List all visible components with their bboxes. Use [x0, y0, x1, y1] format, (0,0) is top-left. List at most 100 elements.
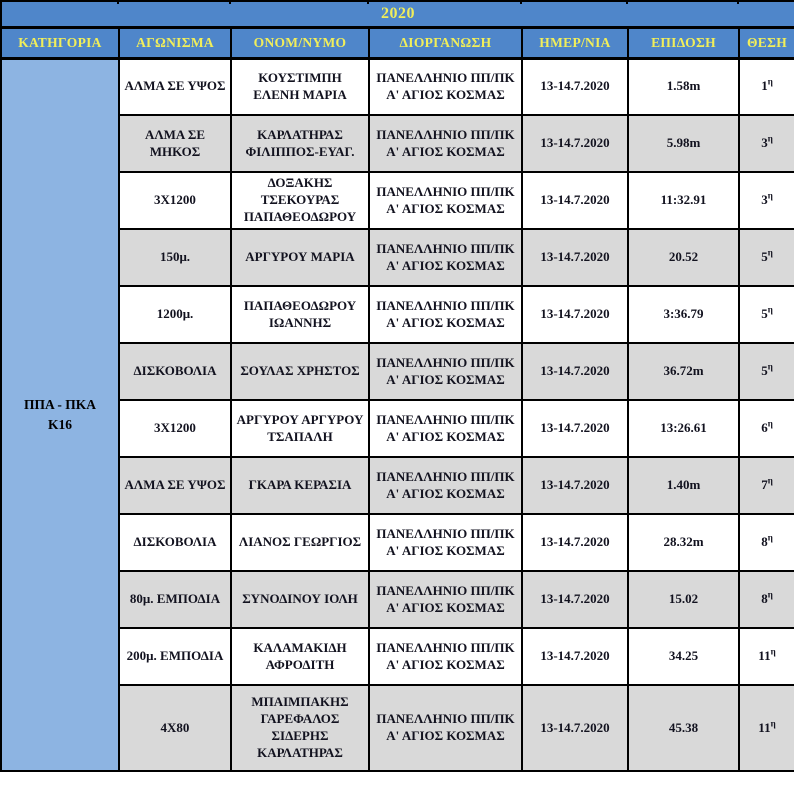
column-header-row: ΚΑΤΗΓΟΡΙΑ ΑΓΩΝΙΣΜΑ ΟΝΟΜ/ΝΥΜΟ ΔΙΟΡΓΑΝΩΣΗ …	[0, 26, 794, 60]
table-row: 3X1200 ΑΡΓΥΡΟΥ ΑΡΓΥΡΟΥ ΤΣΑΠΑΛΗ ΠΑΝΕΛΛΗΝΙ…	[1, 399, 794, 458]
performance-cell: 45.38	[627, 684, 740, 772]
name-cell: ΜΠΑΙΜΠΑΚΗΣ ΓΑΡΕΦΑΛΟΣ ΣΙΔΕΡΗΣ ΚΑΡΛΑΤΗΡΑΣ	[230, 684, 370, 772]
competition-cell: ΠΑΝΕΛΛΗΝΙΟ ΠΠ/ΠΚ Α' ΑΓΙΟΣ ΚΟΣΜΑΣ	[368, 228, 523, 287]
performance-cell: 1.58m	[627, 57, 740, 116]
border-tick	[367, 0, 369, 4]
event-cell: 1200μ.	[118, 285, 232, 344]
place-cell: 5η	[738, 342, 794, 401]
event-cell: ΔΙΣΚΟΒΟΛΙΑ	[118, 342, 232, 401]
performance-cell: 11:32.91	[627, 171, 740, 230]
performance-cell: 28.32m	[627, 513, 740, 572]
place-cell: 11η	[738, 627, 794, 686]
performance-cell: 1.40m	[627, 456, 740, 515]
table-row: ΑΛΜΑ ΣΕ ΜΗΚΟΣ ΚΑΡΛΑΤΗΡΑΣ ΦΙΛΙΠΠΟΣ-ΕΥΑΓ. …	[1, 114, 794, 173]
performance-cell: 20.52	[627, 228, 740, 287]
date-cell: 13-14.7.2020	[521, 114, 629, 173]
performance-cell: 5.98m	[627, 114, 740, 173]
name-cell: ΚΟΥΣΤΙΜΠΗ ΕΛΕΝΗ ΜΑΡΙΑ	[230, 57, 370, 116]
date-cell: 13-14.7.2020	[521, 513, 629, 572]
event-cell: 3X1200	[118, 399, 232, 458]
date-cell: 13-14.7.2020	[521, 456, 629, 515]
table-row: 150μ. ΑΡΓΥΡΟΥ ΜΑΡΙΑ ΠΑΝΕΛΛΗΝΙΟ ΠΠ/ΠΚ Α' …	[1, 228, 794, 287]
column-header-category: ΚΑΤΗΓΟΡΙΑ	[0, 26, 120, 60]
event-cell: ΑΛΜΑ ΣΕ ΜΗΚΟΣ	[118, 114, 232, 173]
place-cell: 5η	[738, 285, 794, 344]
competition-cell: ΠΑΝΕΛΛΗΝΙΟ ΠΠ/ΠΚ Α' ΑΓΙΟΣ ΚΟΣΜΑΣ	[368, 456, 523, 515]
border-tick	[117, 0, 119, 4]
place-cell: 8η	[738, 570, 794, 629]
date-cell: 13-14.7.2020	[521, 285, 629, 344]
year-title: 2020	[0, 0, 794, 29]
date-cell: 13-14.7.2020	[521, 570, 629, 629]
column-header-name: ΟΝΟΜ/ΝΥΜΟ	[230, 26, 370, 60]
competition-cell: ΠΑΝΕΛΛΗΝΙΟ ΠΠ/ΠΚ Α' ΑΓΙΟΣ ΚΟΣΜΑΣ	[368, 114, 523, 173]
competition-cell: ΠΑΝΕΛΛΗΝΙΟ ΠΠ/ΠΚ Α' ΑΓΙΟΣ ΚΟΣΜΑΣ	[368, 513, 523, 572]
competition-cell: ΠΑΝΕΛΛΗΝΙΟ ΠΠ/ΠΚ Α' ΑΓΙΟΣ ΚΟΣΜΑΣ	[368, 342, 523, 401]
name-cell: ΠΑΠΑΘΕΟΔΩΡΟΥ ΙΩΑΝΝΗΣ	[230, 285, 370, 344]
performance-cell: 15.02	[627, 570, 740, 629]
table-row: ΠΠΑ - ΠΚΑ Κ16 ΑΛΜΑ ΣΕ ΥΨΟΣ ΚΟΥΣΤΙΜΠΗ ΕΛΕ…	[0, 57, 794, 772]
name-cell: ΑΡΓΥΡΟΥ ΜΑΡΙΑ	[230, 228, 370, 287]
place-cell: 6η	[738, 399, 794, 458]
name-cell: ΚΑΛΑΜΑΚΙΔΗ ΑΦΡΟΔΙΤΗ	[230, 627, 370, 686]
place-cell: 11η	[738, 684, 794, 772]
competition-cell: ΠΑΝΕΛΛΗΝΙΟ ΠΠ/ΠΚ Α' ΑΓΙΟΣ ΚΟΣΜΑΣ	[368, 171, 523, 230]
name-cell: ΣΟΥΛΑΣ ΧΡΗΣΤΟΣ	[230, 342, 370, 401]
date-cell: 13-14.7.2020	[521, 627, 629, 686]
table-row: ΔΙΣΚΟΒΟΛΙΑ ΣΟΥΛΑΣ ΧΡΗΣΤΟΣ ΠΑΝΕΛΛΗΝΙΟ ΠΠ/…	[1, 342, 794, 401]
name-cell: ΛΙΑΝΟΣ ΓΕΩΡΓΙΟΣ	[230, 513, 370, 572]
table-row: 200μ. ΕΜΠΟΔΙΑ ΚΑΛΑΜΑΚΙΔΗ ΑΦΡΟΔΙΤΗ ΠΑΝΕΛΛ…	[1, 627, 794, 686]
date-cell: 13-14.7.2020	[521, 228, 629, 287]
name-cell: ΚΑΡΛΑΤΗΡΑΣ ΦΙΛΙΠΠΟΣ-ΕΥΑΓ.	[230, 114, 370, 173]
name-cell: ΑΡΓΥΡΟΥ ΑΡΓΥΡΟΥ ΤΣΑΠΑΛΗ	[230, 399, 370, 458]
event-cell: 150μ.	[118, 228, 232, 287]
competition-cell: ΠΑΝΕΛΛΗΝΙΟ ΠΠ/ΠΚ Α' ΑΓΙΟΣ ΚΟΣΜΑΣ	[368, 627, 523, 686]
border-tick	[737, 0, 739, 4]
column-header-competition: ΔΙΟΡΓΑΝΩΣΗ	[368, 26, 523, 60]
place-cell: 5η	[738, 228, 794, 287]
performance-cell: 3:36.79	[627, 285, 740, 344]
place-cell: 3η	[738, 114, 794, 173]
category-age-class: Κ16	[47, 416, 72, 432]
border-tick	[520, 0, 522, 4]
column-header-date: ΗΜΕΡ/ΝΙΑ	[521, 26, 629, 60]
name-cell: ΔΟΞΑΚΗΣ ΤΣΕΚΟΥΡΑΣ ΠΑΠΑΘΕΟΔΩΡΟΥ	[230, 171, 370, 230]
date-cell: 13-14.7.2020	[521, 57, 629, 116]
table-row: ΔΙΣΚΟΒΟΛΙΑ ΛΙΑΝΟΣ ΓΕΩΡΓΙΟΣ ΠΑΝΕΛΛΗΝΙΟ ΠΠ…	[1, 513, 794, 572]
performance-cell: 13:26.61	[627, 399, 740, 458]
table-row: 4X80 ΜΠΑΙΜΠΑΚΗΣ ΓΑΡΕΦΑΛΟΣ ΣΙΔΕΡΗΣ ΚΑΡΛΑΤ…	[1, 684, 794, 772]
table-row: 80μ. ΕΜΠΟΔΙΑ ΣΥΝΟΔΙΝΟΥ ΙΟΛΗ ΠΑΝΕΛΛΗΝΙΟ Π…	[1, 570, 794, 629]
competition-cell: ΠΑΝΕΛΛΗΝΙΟ ΠΠ/ΠΚ Α' ΑΓΙΟΣ ΚΟΣΜΑΣ	[368, 57, 523, 116]
column-header-event: ΑΓΩΝΙΣΜΑ	[118, 26, 232, 60]
table-row: 3X1200 ΔΟΞΑΚΗΣ ΤΣΕΚΟΥΡΑΣ ΠΑΠΑΘΕΟΔΩΡΟΥ ΠΑ…	[1, 171, 794, 230]
event-cell: 4X80	[118, 684, 232, 772]
place-cell: 7η	[738, 456, 794, 515]
date-cell: 13-14.7.2020	[521, 684, 629, 772]
place-cell: 3η	[738, 171, 794, 230]
competition-cell: ΠΑΝΕΛΛΗΝΙΟ ΠΠ/ΠΚ Α' ΑΓΙΟΣ ΚΟΣΜΑΣ	[368, 399, 523, 458]
border-tick	[229, 0, 231, 4]
date-cell: 13-14.7.2020	[521, 342, 629, 401]
border-tick	[626, 0, 628, 4]
competition-cell: ΠΑΝΕΛΛΗΝΙΟ ΠΠ/ΠΚ Α' ΑΓΙΟΣ ΚΟΣΜΑΣ	[368, 684, 523, 772]
year-header-row: 2020	[0, 0, 794, 29]
table-row: ΑΛΜΑ ΣΕ ΥΨΟΣ ΓΚΑΡΑ ΚΕΡΑΣΙΑ ΠΑΝΕΛΛΗΝΙΟ ΠΠ…	[1, 456, 794, 515]
column-header-place: ΘΕΣΗ	[738, 26, 794, 60]
date-cell: 13-14.7.2020	[521, 171, 629, 230]
place-cell: 8η	[738, 513, 794, 572]
category-group: ΠΠΑ - ΠΚΑ	[23, 397, 96, 413]
date-cell: 13-14.7.2020	[521, 399, 629, 458]
event-cell: 3X1200	[118, 171, 232, 230]
performance-cell: 36.72m	[627, 342, 740, 401]
competition-cell: ΠΑΝΕΛΛΗΝΙΟ ΠΠ/ΠΚ Α' ΑΓΙΟΣ ΚΟΣΜΑΣ	[368, 570, 523, 629]
column-header-performance: ΕΠΙΔΟΣΗ	[627, 26, 740, 60]
table-row: 1200μ. ΠΑΠΑΘΕΟΔΩΡΟΥ ΙΩΑΝΝΗΣ ΠΑΝΕΛΛΗΝΙΟ Π…	[1, 285, 794, 344]
event-cell: ΔΙΣΚΟΒΟΛΙΑ	[118, 513, 232, 572]
category-cell: ΠΠΑ - ΠΚΑ Κ16	[0, 57, 120, 772]
place-cell: 1η	[738, 57, 794, 116]
event-cell: ΑΛΜΑ ΣΕ ΥΨΟΣ	[118, 456, 232, 515]
performance-cell: 34.25	[627, 627, 740, 686]
competition-cell: ΠΑΝΕΛΛΗΝΙΟ ΠΠ/ΠΚ Α' ΑΓΙΟΣ ΚΟΣΜΑΣ	[368, 285, 523, 344]
